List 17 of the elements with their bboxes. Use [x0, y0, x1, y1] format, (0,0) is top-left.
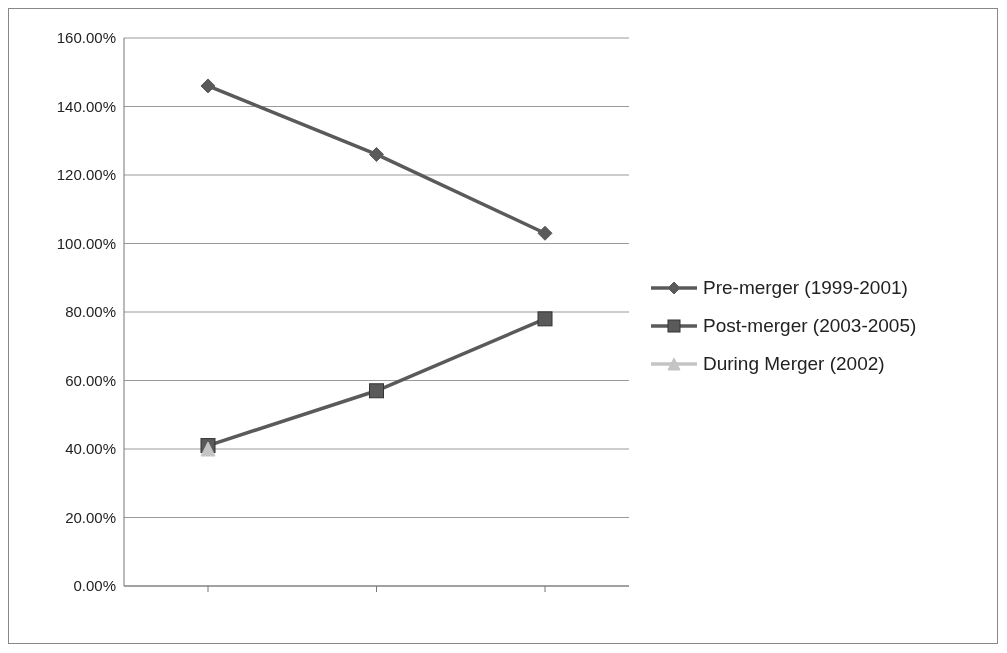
y-tick-label: 160.00% [56, 29, 116, 47]
point [537, 225, 553, 241]
point [369, 383, 384, 399]
point [200, 78, 216, 94]
y-tick-label: 100.00% [56, 234, 116, 252]
point [369, 146, 384, 162]
y-tick-label: 20.00% [65, 508, 116, 526]
y-tick-label: 60.00% [65, 371, 116, 389]
legend-label: Pre-merger (1999-2001) [703, 277, 908, 299]
legend-label: During Merger (2002) [703, 353, 885, 375]
y-tick-label: 40.00% [65, 440, 116, 458]
y-tick-label: 80.00% [65, 303, 116, 321]
y-tick-label: 0.00% [73, 577, 116, 595]
y-tick-label: 140.00% [56, 97, 116, 115]
legend-label: Post-merger (2003-2005) [703, 315, 917, 337]
y-tick-label: 120.00% [56, 166, 116, 184]
point [537, 311, 553, 327]
